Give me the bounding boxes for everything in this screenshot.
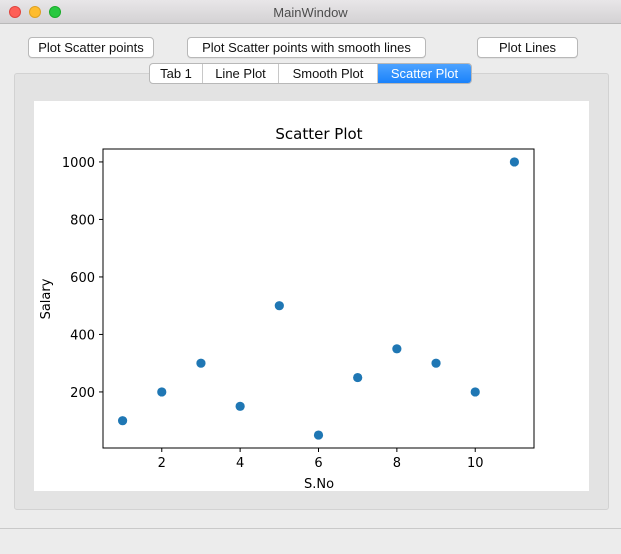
tab-bar: Tab 1 Line Plot Smooth Plot Scatter Plot (149, 63, 472, 84)
plot-lines-button[interactable]: Plot Lines (477, 37, 578, 58)
status-bar (0, 528, 621, 554)
scatter-point (274, 301, 284, 311)
scatter-point (313, 430, 324, 440)
scatter-point (470, 387, 480, 397)
x-tick-label: 10 (467, 456, 484, 471)
scatter-chart: Scatter Plot 2 4 6 8 10 200 400 600 800 1000 S.No… (39, 125, 535, 492)
scatter-point (431, 358, 441, 368)
y-axis-label: Salary (39, 278, 54, 319)
tab-smooth-plot[interactable]: Smooth Plot (279, 64, 378, 83)
y-tick-label: 200 (70, 386, 95, 401)
y-tick-label: 400 (70, 328, 95, 343)
tab-scatter-plot[interactable]: Scatter Plot (378, 64, 471, 83)
x-axis-label: S.No (304, 477, 334, 491)
chart-title: Scatter Plot (275, 125, 362, 143)
x-tick-label: 6 (314, 456, 322, 471)
close-window-button[interactable] (9, 6, 21, 18)
scatter-point (235, 401, 245, 411)
window-title: MainWindow (273, 5, 348, 20)
scatter-point (392, 344, 402, 354)
scatter-point (157, 387, 167, 397)
x-tick-label: 2 (158, 456, 166, 471)
plot-scatter-points-button[interactable]: Plot Scatter points (28, 37, 154, 58)
tab-tab-1[interactable]: Tab 1 (150, 64, 203, 83)
y-tick-label: 600 (70, 271, 95, 286)
scatter-point (353, 372, 363, 383)
plot-frame (102, 148, 535, 449)
tab-line-plot[interactable]: Line Plot (203, 64, 279, 83)
title-bar[interactable]: MainWindow (0, 0, 621, 24)
scatter-point (509, 157, 520, 167)
scatter-point (117, 416, 128, 426)
minimize-window-button[interactable] (29, 6, 41, 18)
y-tick-label: 800 (70, 213, 95, 228)
x-tick-label: 8 (393, 456, 401, 471)
maximize-window-button[interactable] (49, 6, 61, 18)
x-tick-label: 4 (236, 456, 244, 471)
y-tick-label: 1000 (62, 156, 95, 171)
scatter-point (196, 358, 206, 368)
plot-scatter-smooth-lines-button[interactable]: Plot Scatter points with smooth lines (187, 37, 426, 58)
plot-canvas: Scatter Plot 2 4 6 8 10 200 400 600 800 1000 S.No… (34, 101, 589, 492)
